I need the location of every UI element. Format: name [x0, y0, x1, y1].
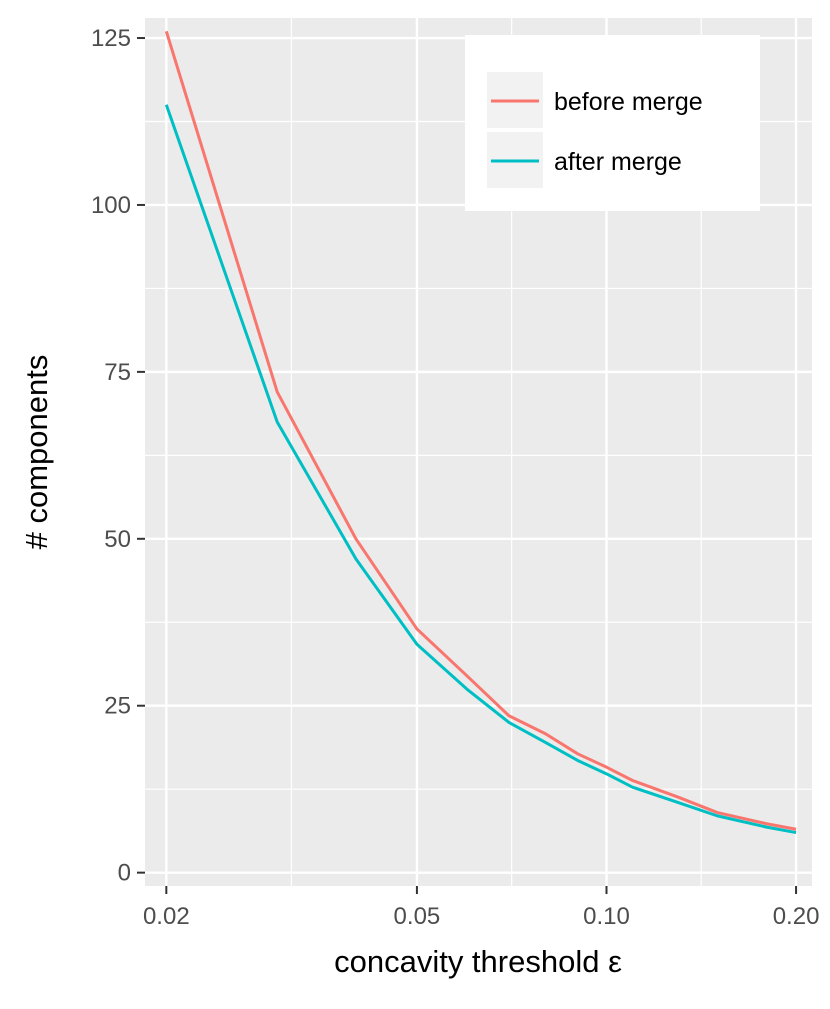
series-line-after-merge — [164, 104, 797, 835]
legend: before merge after merge — [465, 35, 760, 211]
x-axis: 0.02 0.05 0.10 0.20 — [143, 886, 819, 930]
y-tick-label: 75 — [104, 359, 131, 386]
series-lines — [164, 30, 797, 835]
x-tick-label: 0.02 — [143, 903, 190, 930]
series-line-before-merge — [164, 30, 797, 831]
x-tick-label: 0.20 — [773, 903, 820, 930]
y-tick-label: 125 — [91, 25, 131, 52]
x-tick-label: 0.05 — [394, 903, 441, 930]
y-tick-label: 50 — [104, 526, 131, 553]
legend-label-before-merge: before merge — [554, 88, 703, 116]
y-axis: 0 25 50 75 100 125 — [91, 25, 145, 887]
legend-label-after-merge: after merge — [554, 148, 682, 176]
y-tick-label: 100 — [91, 192, 131, 219]
x-axis-title: concavity threshold ε — [334, 944, 622, 979]
x-tick-label: 0.10 — [583, 903, 630, 930]
y-tick-label: 0 — [118, 860, 131, 887]
y-axis-title: # components — [19, 355, 54, 550]
y-tick-label: 25 — [104, 693, 131, 720]
